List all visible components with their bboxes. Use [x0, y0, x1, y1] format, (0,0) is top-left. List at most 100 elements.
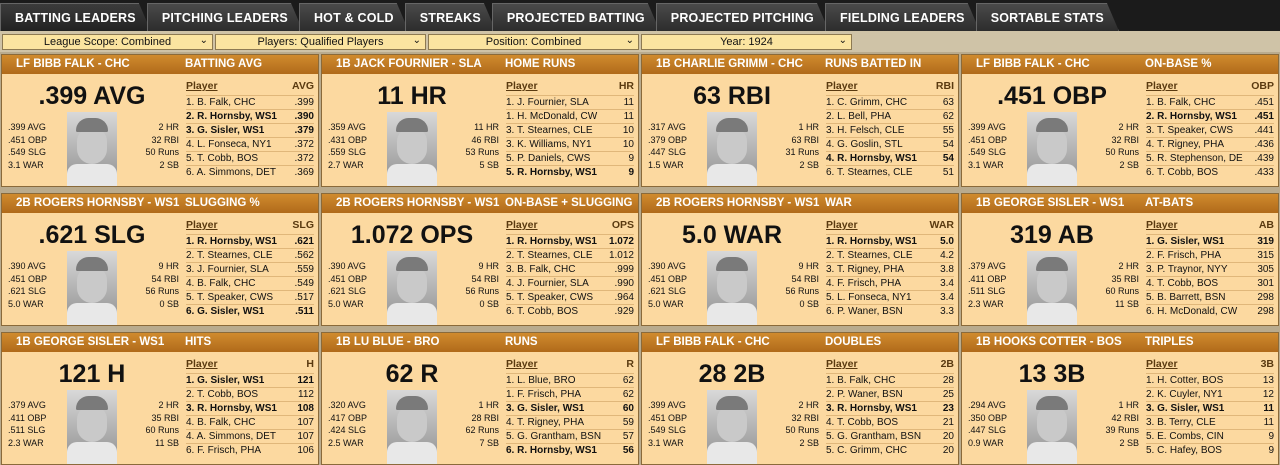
tab-projected-batting[interactable]: PROJECTED BATTING — [492, 3, 660, 31]
leaderboard-row[interactable]: 5. E. Combs, CIN 9 — [1146, 429, 1274, 443]
leader-name[interactable]: 2. R. Hornsby, WS1 — [1146, 111, 1237, 122]
leaderboard-row[interactable]: 3. R. Hornsby, WS1 23 — [826, 401, 954, 415]
player-column-header[interactable]: Player — [186, 80, 218, 92]
leaderboard-row[interactable]: 6. A. Simmons, DET .369 — [186, 165, 314, 179]
leader-name[interactable]: 4. R. Hornsby, WS1 — [826, 153, 917, 164]
leaderboard-row[interactable]: 1. G. Sisler, WS1 319 — [1146, 234, 1274, 248]
leader-player-name[interactable]: 2B ROGERS HORNSBY - WS1 — [336, 197, 500, 209]
value-column-header[interactable]: SLG — [292, 219, 314, 231]
leaderboard-row[interactable]: 6. P. Waner, BSN 3.3 — [826, 304, 954, 318]
player-column-header[interactable]: Player — [506, 219, 538, 231]
value-column-header[interactable]: OPS — [611, 219, 634, 231]
leader-player-name[interactable]: 2B ROGERS HORNSBY - WS1 — [16, 197, 180, 209]
leaderboard-row[interactable]: 3. T. Speaker, CWS .441 — [1146, 123, 1274, 137]
leader-name[interactable]: 1. R. Hornsby, WS1 — [826, 236, 917, 247]
leaderboard-row[interactable]: 4. T. Rigney, PHA 59 — [506, 415, 634, 429]
leaderboard-row[interactable]: 4. A. Simmons, DET 107 — [186, 429, 314, 443]
value-column-header[interactable]: AB — [1258, 219, 1274, 231]
value-column-header[interactable]: 3B — [1260, 358, 1274, 370]
tab-pitching-leaders[interactable]: PITCHING LEADERS — [147, 3, 303, 31]
leaderboard-row[interactable]: 6. F. Frisch, PHA 106 — [186, 443, 314, 457]
leaderboard-row[interactable]: 2. T. Stearnes, CLE .562 — [186, 248, 314, 262]
leaderboard-row[interactable]: 4. B. Falk, CHC .549 — [186, 276, 314, 290]
leaderboard-row[interactable]: 3. G. Sisler, WS1 60 — [506, 401, 634, 415]
leaderboard-row[interactable]: 4. G. Goslin, STL 54 — [826, 137, 954, 151]
players-select[interactable]: Players: Qualified Players ⌄ — [215, 34, 426, 50]
leader-player-name[interactable]: 1B JACK FOURNIER - SLA — [336, 58, 482, 70]
leaderboard-row[interactable]: 4. T. Rigney, PHA .436 — [1146, 137, 1274, 151]
leader-player-name[interactable]: 1B HOOKS COTTER - BOS — [976, 336, 1122, 348]
player-photo[interactable] — [67, 112, 117, 186]
player-column-header[interactable]: Player — [826, 358, 858, 370]
leaderboard-row[interactable]: 5. R. Hornsby, WS1 9 — [506, 165, 634, 179]
tab-sortable-stats[interactable]: SORTABLE STATS — [976, 3, 1119, 31]
leader-player-name[interactable]: LF BIBB FALK - CHC — [16, 58, 130, 70]
leaderboard-row[interactable]: 2. T. Stearnes, CLE 1.012 — [506, 248, 634, 262]
leader-name[interactable]: 3. G. Sisler, WS1 — [506, 403, 585, 414]
leaderboard-row[interactable]: 2. F. Frisch, PHA 315 — [1146, 248, 1274, 262]
leaderboard-row[interactable]: 2. L. Bell, PHA 62 — [826, 109, 954, 123]
leader-player-name[interactable]: 1B GEORGE SISLER - WS1 — [976, 197, 1125, 209]
leaderboard-row[interactable]: 5. G. Grantham, BSN 57 — [506, 429, 634, 443]
leaderboard-row[interactable]: 3. B. Terry, CLE 11 — [1146, 415, 1274, 429]
player-column-header[interactable]: Player — [1146, 358, 1178, 370]
leader-name[interactable]: 1. G. Sisler, WS1 — [1146, 236, 1225, 247]
leaderboard-row[interactable]: 3. G. Sisler, WS1 .379 — [186, 123, 314, 137]
player-photo[interactable] — [387, 112, 437, 186]
leader-name[interactable]: 3. G. Sisler, WS1 — [1146, 403, 1225, 414]
leaderboard-row[interactable]: 5. T. Cobb, BOS .372 — [186, 151, 314, 165]
leaderboard-row[interactable]: 6. T. Cobb, BOS .433 — [1146, 165, 1274, 179]
leaderboard-row[interactable]: 5. T. Speaker, CWS .517 — [186, 290, 314, 304]
leaderboard-row[interactable]: 1. B. Falk, CHC 28 — [826, 373, 954, 387]
leader-name[interactable]: 6. G. Sisler, WS1 — [186, 306, 265, 317]
leaderboard-row[interactable]: 1. F. Frisch, PHA 62 — [506, 387, 634, 401]
leaderboard-row[interactable]: 6. T. Cobb, BOS .929 — [506, 304, 634, 318]
leaderboard-row[interactable]: 4. R. Hornsby, WS1 54 — [826, 151, 954, 165]
leaderboard-row[interactable]: 3. J. Fournier, SLA .559 — [186, 262, 314, 276]
leader-name[interactable]: 5. R. Hornsby, WS1 — [506, 167, 597, 178]
leaderboard-row[interactable]: 2. R. Hornsby, WS1 .390 — [186, 109, 314, 123]
leaderboard-row[interactable]: 3. P. Traynor, NYY 305 — [1146, 262, 1274, 276]
leaderboard-row[interactable]: 4. F. Frisch, PHA 3.4 — [826, 276, 954, 290]
player-column-header[interactable]: Player — [506, 358, 538, 370]
player-photo[interactable] — [1027, 390, 1077, 464]
leaderboard-row[interactable]: 1. H. Cotter, BOS 13 — [1146, 373, 1274, 387]
leader-name[interactable]: 2. R. Hornsby, WS1 — [186, 111, 277, 122]
leaderboard-row[interactable]: 6. G. Sisler, WS1 .511 — [186, 304, 314, 318]
leaderboard-row[interactable]: 1. J. Fournier, SLA 11 — [506, 95, 634, 109]
tab-hot-cold[interactable]: HOT & COLD — [299, 3, 409, 31]
leaderboard-row[interactable]: 5. L. Fonseca, NY1 3.4 — [826, 290, 954, 304]
player-photo[interactable] — [387, 390, 437, 464]
player-photo[interactable] — [387, 251, 437, 325]
leaderboard-row[interactable]: 1. C. Grimm, CHC 63 — [826, 95, 954, 109]
position-select[interactable]: Position: Combined ⌄ — [428, 34, 639, 50]
leaderboard-row[interactable]: 5. C. Hafey, BOS 9 — [1146, 443, 1274, 457]
player-column-header[interactable]: Player — [506, 80, 538, 92]
value-column-header[interactable]: AVG — [292, 80, 314, 92]
leaderboard-row[interactable]: 1. B. Falk, CHC .399 — [186, 95, 314, 109]
leaderboard-row[interactable]: 1. H. McDonald, CW 11 — [506, 109, 634, 123]
tab-streaks[interactable]: STREAKS — [405, 3, 496, 31]
leader-player-name[interactable]: 1B CHARLIE GRIMM - CHC — [656, 58, 803, 70]
player-column-header[interactable]: Player — [1146, 219, 1178, 231]
player-column-header[interactable]: Player — [186, 219, 218, 231]
leaderboard-row[interactable]: 3. R. Hornsby, WS1 108 — [186, 401, 314, 415]
league-scope-select[interactable]: League Scope: Combined ⌄ — [2, 34, 213, 50]
leaderboard-row[interactable]: 5. T. Speaker, CWS .964 — [506, 290, 634, 304]
leader-name[interactable]: 1. G. Sisler, WS1 — [186, 375, 265, 386]
value-column-header[interactable]: RBI — [935, 80, 954, 92]
tab-batting-leaders[interactable]: BATTING LEADERS — [0, 3, 151, 31]
player-photo[interactable] — [707, 251, 757, 325]
leader-player-name[interactable]: 1B LU BLUE - BRO — [336, 336, 440, 348]
leaderboard-row[interactable]: 4. T. Cobb, BOS 301 — [1146, 276, 1274, 290]
leaderboard-row[interactable]: 3. T. Rigney, PHA 3.8 — [826, 262, 954, 276]
leaderboard-row[interactable]: 2. K. Cuyler, NY1 12 — [1146, 387, 1274, 401]
leader-player-name[interactable]: 2B ROGERS HORNSBY - WS1 — [656, 197, 820, 209]
leaderboard-row[interactable]: 3. T. Stearnes, CLE 10 — [506, 123, 634, 137]
leaderboard-row[interactable]: 6. R. Hornsby, WS1 56 — [506, 443, 634, 457]
player-photo[interactable] — [67, 390, 117, 464]
tab-projected-pitching[interactable]: PROJECTED PITCHING — [656, 3, 829, 31]
leaderboard-row[interactable]: 6. T. Stearnes, CLE 51 — [826, 165, 954, 179]
leader-name[interactable]: 6. R. Hornsby, WS1 — [506, 445, 597, 456]
player-column-header[interactable]: Player — [1146, 80, 1178, 92]
